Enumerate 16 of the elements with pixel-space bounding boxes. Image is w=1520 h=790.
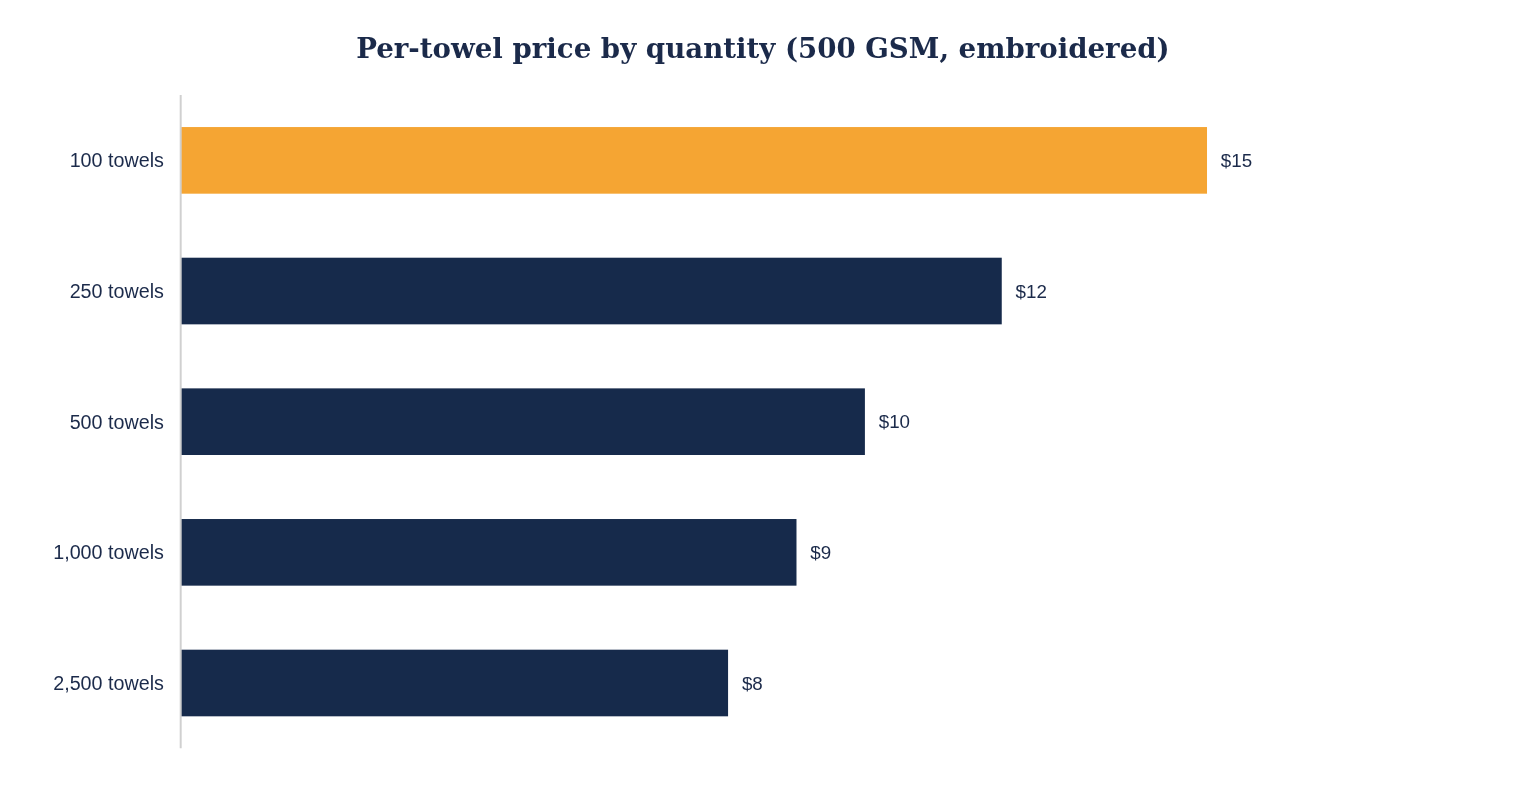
data-label: $10 [878,411,911,433]
chart-title: Per-towel price by quantity (500 GSM, embroidered) [356,31,1170,65]
bar [180,388,865,455]
y-tick-label: 500 towels [69,410,165,433]
y-tick-label: 250 towels [69,279,165,302]
bar [180,649,729,717]
bar [180,257,1002,325]
y-tick-label: 100 towels [69,149,165,172]
y-tick-label: 2,500 towels [53,671,165,694]
data-label: $15 [1220,149,1253,171]
y-tick-label: 1,000 towels [53,541,165,564]
data-label: $9 [810,541,832,563]
data-label: $8 [741,672,763,694]
bar [180,127,1208,194]
bar [180,519,797,586]
data-label: $12 [1015,280,1047,302]
